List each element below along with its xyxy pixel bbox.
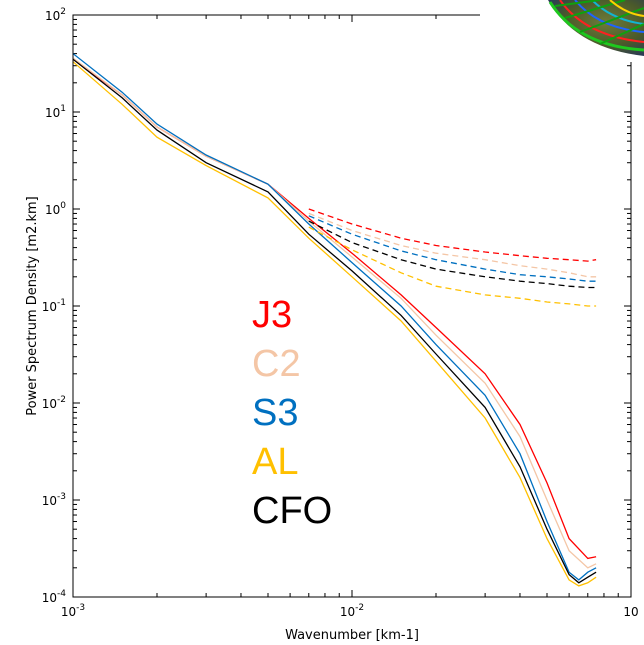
x-axis-title: Wavenumber [km-1] xyxy=(285,628,419,643)
x-tick-label: 10-3 xyxy=(61,603,85,619)
series-s3-solid-line xyxy=(73,53,597,581)
y-axis-title-group: Power Spectrum Density [m2.km] xyxy=(25,196,40,416)
y-tick-label: 101 xyxy=(45,104,66,120)
series-j3-dashed-line xyxy=(308,208,597,262)
y-axis-title: Power Spectrum Density [m2.km] xyxy=(25,196,40,416)
series-cfo-dashed-line xyxy=(308,220,597,289)
x-tick-label: 10 xyxy=(623,605,638,619)
y-tick-label: 10-3 xyxy=(42,492,66,508)
legend-label-j3: J3 xyxy=(252,294,292,336)
series-c2-solid-line xyxy=(73,57,597,569)
series-c2-dashed-line xyxy=(308,212,597,278)
series-layer xyxy=(73,53,597,587)
series-al-solid-line xyxy=(73,61,597,587)
satellite-globe-image xyxy=(480,0,644,62)
series-al-dashed-line xyxy=(308,226,597,307)
y-tick-label: 102 xyxy=(45,7,66,23)
series-s3-dashed-line xyxy=(308,215,597,282)
legend: J3 C2 S3 AL CFO xyxy=(252,294,332,532)
legend-label-c2: C2 xyxy=(252,343,301,385)
y-tick-label: 100 xyxy=(45,201,66,217)
y-tick-label: 10-1 xyxy=(42,298,66,314)
legend-label-s3: S3 xyxy=(252,392,298,434)
legend-label-cfo: CFO xyxy=(252,490,332,532)
x-tick-label: 10-2 xyxy=(340,603,364,619)
plot-frame xyxy=(72,14,632,598)
y-tick-label: 10-2 xyxy=(42,395,66,411)
series-cfo-solid-line xyxy=(73,58,597,584)
legend-label-al: AL xyxy=(252,441,298,483)
series-j3-solid-line xyxy=(73,58,597,560)
y-tick-label: 10-4 xyxy=(42,589,67,605)
